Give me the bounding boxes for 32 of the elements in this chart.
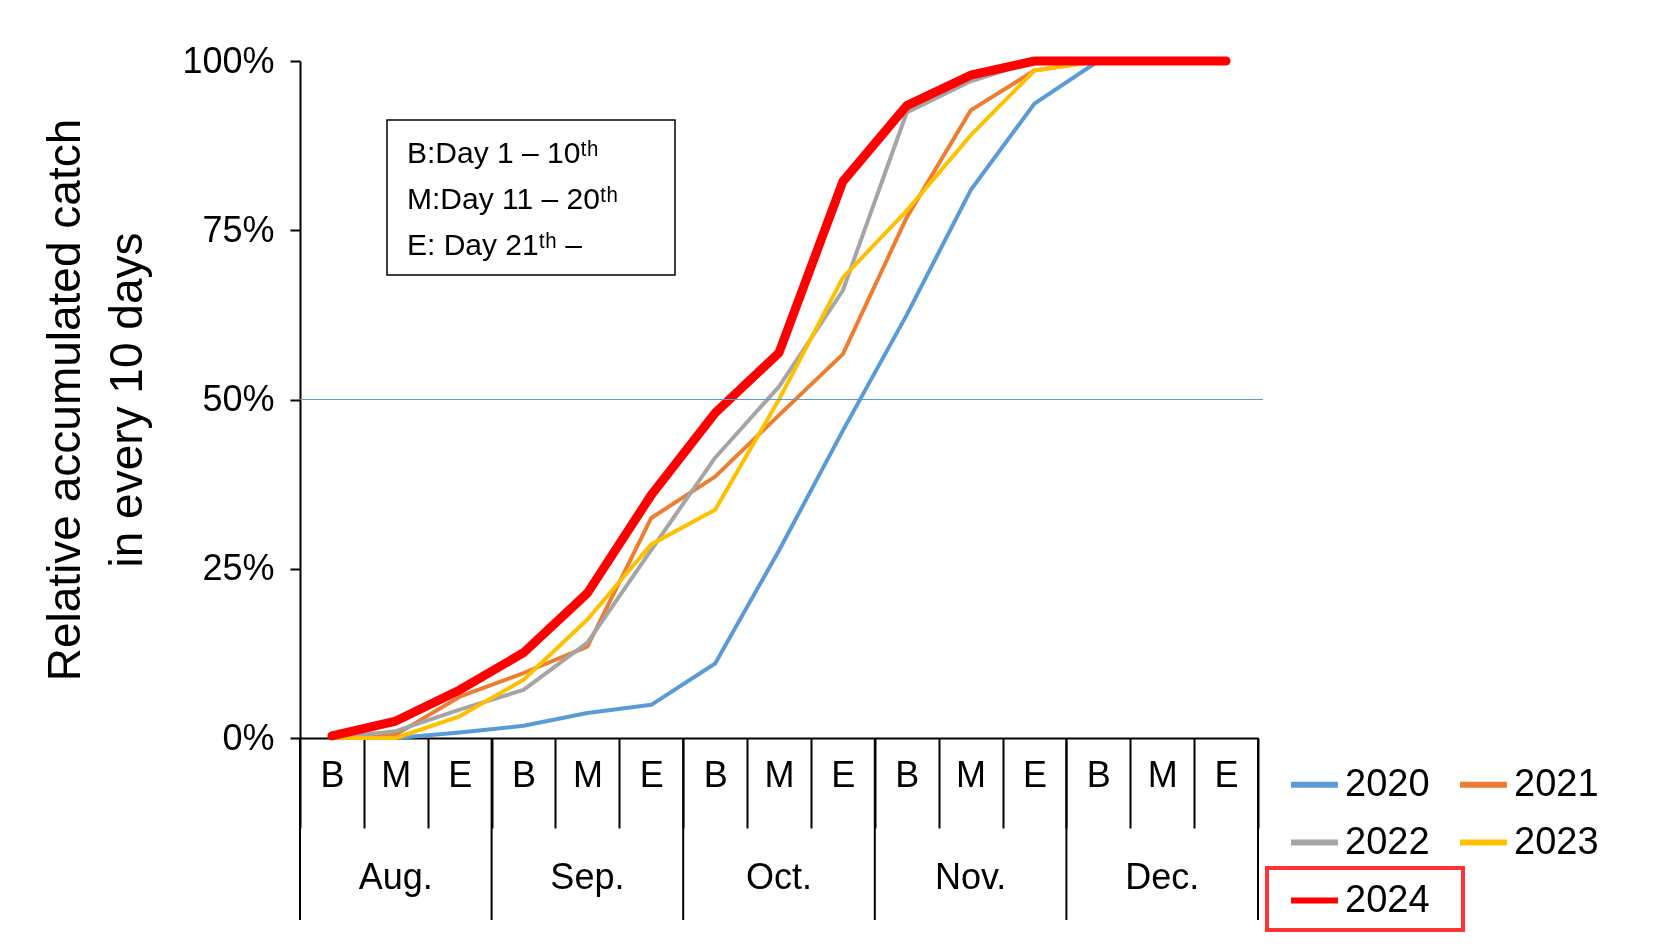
- x-tick-label: M: [1147, 753, 1178, 795]
- x-tick-label: E: [639, 753, 664, 795]
- x-tick-label: E: [831, 753, 856, 795]
- x-tick-label: B: [703, 753, 728, 795]
- x-tick-label: M: [764, 753, 795, 795]
- text: Dec.: [1125, 856, 1200, 897]
- annotation: B:Day 1 – 10ᵗʰ M:Day 11 – 20ᵗʰ E: Day 21ᵗʰ –: [407, 136, 618, 261]
- y-tick-label: 50%: [202, 378, 275, 419]
- y-axis-title: Relative accumulated catch in every 10 days: [38, 118, 153, 682]
- x-tick-label: M: [381, 753, 412, 795]
- y-tick-label: 100%: [182, 39, 275, 81]
- x-tick-label: E: [448, 753, 473, 795]
- x-tick-label: B: [320, 753, 345, 795]
- text: Oct.: [745, 856, 813, 897]
- y-tick-label: 75%: [202, 208, 275, 250]
- y-tick-label: 25%: [202, 547, 275, 589]
- x-tick-label: M: [572, 753, 603, 795]
- text: Aug.: [358, 856, 433, 897]
- text: Sep.: [550, 856, 625, 897]
- text: Nov.: [934, 856, 1007, 897]
- x-tick-label: E: [1022, 753, 1047, 795]
- legend-label: 2024: [1345, 877, 1430, 920]
- x-tick-label: B: [1086, 753, 1111, 795]
- y-tick-label: 0%: [222, 716, 275, 758]
- x-tick-label: E: [1214, 753, 1239, 795]
- legend-label: 2022: [1345, 819, 1430, 862]
- x-tick-label: B: [895, 753, 920, 795]
- x-tick-label: M: [956, 753, 987, 795]
- x-tick-label: B: [512, 753, 537, 795]
- legend-label: 2020: [1345, 761, 1430, 804]
- legend-label: 2021: [1514, 761, 1599, 804]
- legend-label: 2023: [1514, 819, 1599, 862]
